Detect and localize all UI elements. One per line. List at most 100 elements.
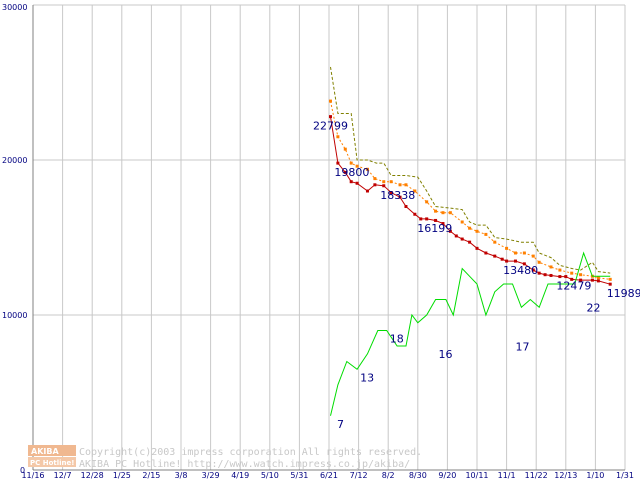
point-average xyxy=(558,268,562,272)
shop-count-label: 18 xyxy=(390,333,404,346)
series-line-min xyxy=(330,116,611,285)
akiba-logo-top xyxy=(28,445,76,456)
x-tick-label: 2/15 xyxy=(142,471,160,480)
point-min xyxy=(537,271,541,275)
shop-count-label: 13 xyxy=(360,371,374,384)
y-tick-label: 0 xyxy=(20,466,25,475)
copyright-text: Copyright(c)2003 impress corporation All… xyxy=(79,447,422,458)
x-tick-label: 12/28 xyxy=(81,471,104,480)
x-tick-label: 11/1 xyxy=(498,471,516,480)
point-min xyxy=(564,275,568,279)
point-average xyxy=(513,251,517,255)
point-min xyxy=(570,277,574,281)
min-price-label: 13480 xyxy=(503,264,538,277)
point-min xyxy=(398,195,402,199)
point-min xyxy=(505,259,509,263)
point-min xyxy=(343,170,347,174)
x-tick-label: 1/31 xyxy=(616,471,634,480)
point-min xyxy=(460,237,464,241)
point-min xyxy=(425,217,429,221)
point-min xyxy=(522,262,526,266)
point-min xyxy=(608,282,612,286)
x-tick-label: 11/22 xyxy=(525,471,548,480)
point-min xyxy=(493,254,497,258)
point-average xyxy=(373,177,377,181)
point-average xyxy=(468,226,472,230)
point-average xyxy=(434,209,438,213)
point-average xyxy=(336,135,340,139)
point-average xyxy=(349,161,353,165)
series-line-shops xyxy=(330,251,611,416)
point-average xyxy=(549,265,553,269)
x-tick-label: 3/29 xyxy=(202,471,220,480)
min-price-label: 22799 xyxy=(313,120,348,133)
min-price-label: 19800 xyxy=(334,166,369,179)
point-min xyxy=(441,222,445,226)
x-tick-label: 5/10 xyxy=(261,471,279,480)
x-tick-label: 8/2 xyxy=(382,471,395,480)
x-tick-label: 3/8 xyxy=(175,471,188,480)
point-min xyxy=(468,240,472,244)
point-min xyxy=(531,268,535,272)
point-average xyxy=(537,260,541,264)
watermark: AKIBA PC Hotline! Copyright(c)2003 impre… xyxy=(28,445,422,470)
x-tick-label: 4/19 xyxy=(231,471,249,480)
point-min xyxy=(434,218,438,222)
point-min xyxy=(336,161,340,165)
x-tick-label: 1/25 xyxy=(113,471,131,480)
point-average xyxy=(493,240,497,244)
point-min xyxy=(475,246,479,250)
series-line-average xyxy=(330,100,611,280)
point-average xyxy=(460,220,464,224)
point-average xyxy=(596,276,600,280)
x-axis-ticks: 11/16 12/7 12/28 1/25 2/15 3/8 3/29 4/19 5/10 5/3… xyxy=(21,471,634,480)
x-tick-label: 12/13 xyxy=(554,471,577,480)
point-min xyxy=(454,234,458,238)
point-average xyxy=(382,180,386,184)
point-min xyxy=(543,273,547,277)
point-average xyxy=(505,246,509,250)
point-average xyxy=(389,180,393,184)
point-average xyxy=(448,211,452,215)
point-average xyxy=(441,211,445,215)
point-average xyxy=(608,277,612,281)
point-min xyxy=(355,181,359,185)
point-min xyxy=(413,212,417,216)
point-average xyxy=(579,273,583,277)
point-min xyxy=(448,229,452,233)
min-price-label: 11989 xyxy=(607,287,640,300)
point-min xyxy=(590,278,594,282)
shop-count-label: 7 xyxy=(337,418,344,431)
y-axis-ticks: 0 10000 20000 30000 xyxy=(2,3,27,475)
akiba-logo-bottom xyxy=(28,457,76,467)
point-average xyxy=(413,189,417,193)
series-line-max xyxy=(330,66,611,274)
point-average xyxy=(355,164,359,168)
point-min xyxy=(373,183,377,187)
point-average xyxy=(522,251,526,255)
point-min xyxy=(558,275,562,279)
point-min xyxy=(349,180,353,184)
site-url-text: AKIBA PC Hotline! http://www.watch.impre… xyxy=(79,459,410,470)
grid xyxy=(32,4,626,471)
point-min xyxy=(500,257,504,261)
point-average xyxy=(484,232,488,236)
point-average xyxy=(475,229,479,233)
point-min xyxy=(382,184,386,188)
point-average xyxy=(404,183,408,187)
point-average xyxy=(570,271,574,275)
x-tick-label: 10/11 xyxy=(465,471,488,480)
series-lines xyxy=(328,66,612,416)
x-tick-label: 8/30 xyxy=(409,471,427,480)
y-tick-label: 30000 xyxy=(2,3,27,12)
point-min xyxy=(513,259,517,263)
point-average xyxy=(398,183,402,187)
point-min xyxy=(404,205,408,208)
x-tick-label: 7/12 xyxy=(350,471,368,480)
point-average xyxy=(425,200,429,204)
point-min xyxy=(419,217,423,221)
point-average xyxy=(328,99,332,103)
point-min xyxy=(579,278,583,282)
akiba-logo-line2: PC Hotline! xyxy=(30,459,74,467)
